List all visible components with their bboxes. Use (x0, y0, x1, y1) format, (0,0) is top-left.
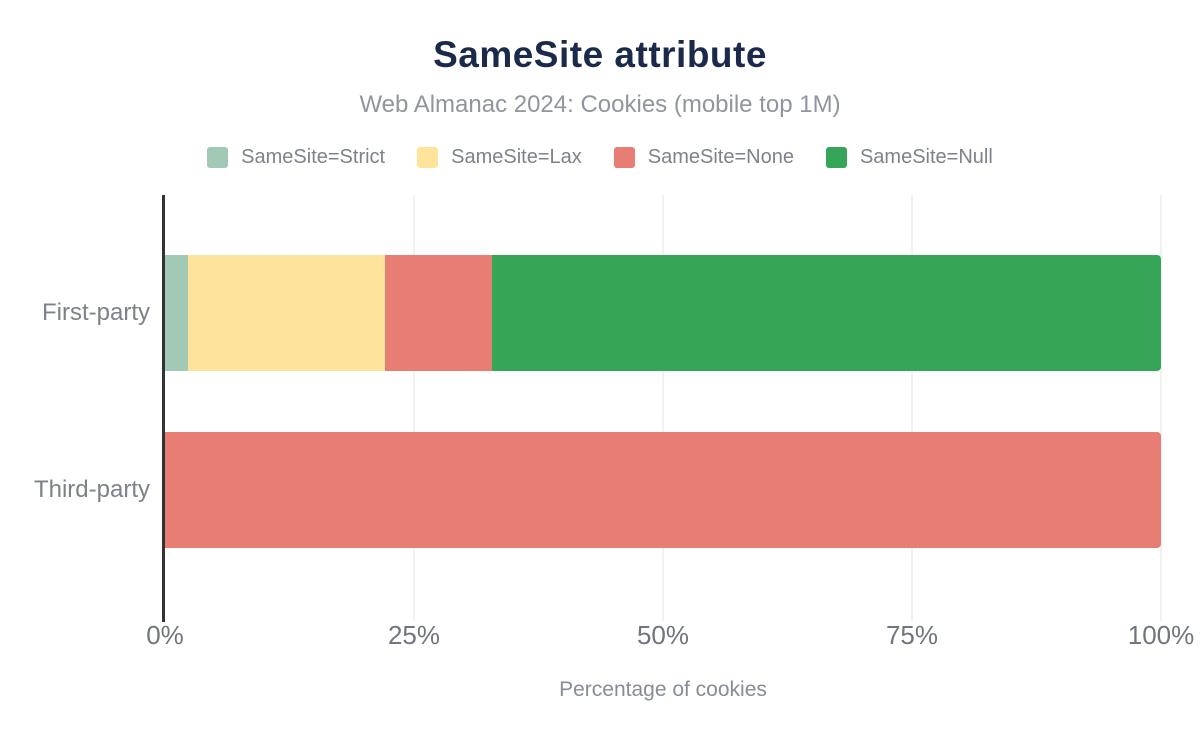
category-label-first-party: First-party (42, 299, 150, 326)
plot-area: First-party Third-party (34, 195, 1162, 622)
legend-label: SameSite=Lax (451, 146, 582, 168)
chart-subtitle: Web Almanac 2024: Cookies (mobile top 1M… (359, 91, 841, 118)
bar-segment-samesite-none (385, 255, 492, 371)
x-tick-75: 75% (885, 620, 939, 650)
x-tick-0: 0% (146, 620, 184, 650)
chart-title: SameSite attribute (433, 34, 767, 75)
legend-label: SameSite=None (647, 146, 794, 168)
legend-item-2: SameSite=None (613, 146, 794, 169)
gridline-50 (662, 195, 664, 621)
category-label-third-party: Third-party (33, 476, 150, 503)
x-tick-100: 100% (1127, 620, 1195, 650)
bar-segment-samesite-strict (165, 255, 188, 371)
x-tick-50: 50% (636, 620, 690, 650)
gridline-100 (1160, 195, 1162, 621)
bar-segment-samesite-null (491, 255, 1161, 371)
legend-swatch-icon (207, 147, 229, 168)
legend-swatch-icon (825, 147, 847, 168)
legend-label: SameSite=Null (859, 146, 993, 168)
legend-item-3: SameSite=Null (825, 146, 993, 169)
legend-swatch-icon (417, 147, 439, 168)
legend: SameSite=Strict SameSite=Lax SameSite=None… (0, 146, 1200, 169)
legend-item-0: SameSite=Strict (207, 146, 385, 169)
gridline-75 (911, 195, 913, 621)
y-axis-line (162, 195, 165, 622)
x-axis-title: Percentage of cookies (559, 678, 767, 701)
bar-row-first-party (165, 255, 1161, 371)
legend-label: SameSite=Strict (241, 146, 386, 168)
legend-swatch-icon (613, 147, 635, 168)
bar-segment-samesite-lax (187, 255, 386, 371)
bar-row-third-party (165, 432, 1161, 548)
bar-segment-samesite-none (165, 432, 1161, 548)
legend-item-1: SameSite=Lax (417, 146, 582, 169)
x-tick-25: 25% (387, 620, 441, 650)
gridline-25 (413, 195, 415, 621)
